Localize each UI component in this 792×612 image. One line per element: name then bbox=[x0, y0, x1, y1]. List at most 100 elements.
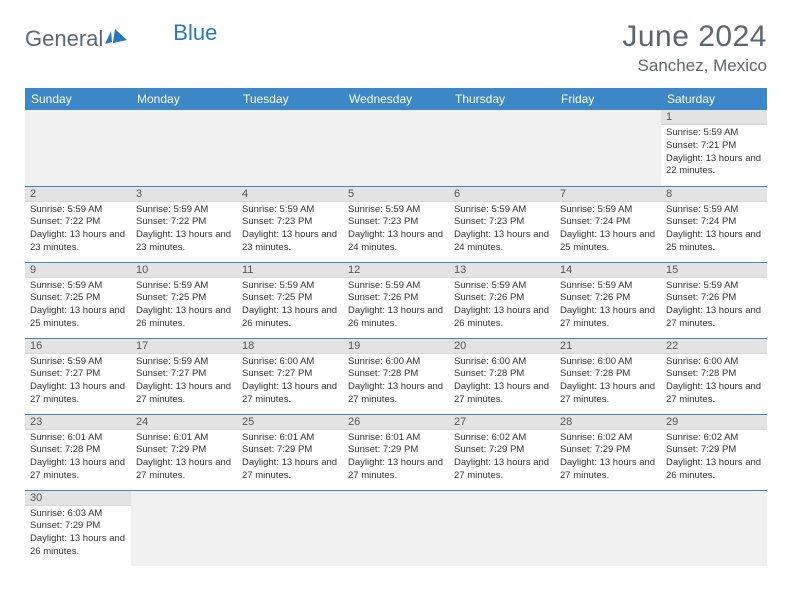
calendar-cell: 25Sunrise: 6:01 AMSunset: 7:29 PMDayligh… bbox=[237, 414, 343, 490]
calendar-cell: 6Sunrise: 5:59 AMSunset: 7:23 PMDaylight… bbox=[449, 186, 555, 262]
logo-text-blue: Blue bbox=[173, 20, 217, 46]
calendar-cell: 1Sunrise: 5:59 AMSunset: 7:21 PMDaylight… bbox=[661, 110, 767, 186]
day-body: Sunrise: 5:59 AMSunset: 7:26 PMDaylight:… bbox=[343, 278, 449, 335]
day-body: Sunrise: 6:02 AMSunset: 7:29 PMDaylight:… bbox=[555, 430, 661, 487]
calendar-cell bbox=[131, 490, 237, 566]
day-body: Sunrise: 5:59 AMSunset: 7:23 PMDaylight:… bbox=[449, 202, 555, 259]
day-number: 9 bbox=[25, 263, 131, 278]
day-number: 14 bbox=[555, 263, 661, 278]
day-number: 29 bbox=[661, 415, 767, 430]
day-body: Sunrise: 5:59 AMSunset: 7:22 PMDaylight:… bbox=[131, 202, 237, 259]
calendar-cell: 11Sunrise: 5:59 AMSunset: 7:25 PMDayligh… bbox=[237, 262, 343, 338]
day-body: Sunrise: 5:59 AMSunset: 7:23 PMDaylight:… bbox=[343, 202, 449, 259]
day-number: 28 bbox=[555, 415, 661, 430]
location: Sanchez, Mexico bbox=[622, 56, 767, 76]
day-body: Sunrise: 5:59 AMSunset: 7:27 PMDaylight:… bbox=[131, 354, 237, 411]
day-number: 8 bbox=[661, 187, 767, 202]
day-body: Sunrise: 5:59 AMSunset: 7:26 PMDaylight:… bbox=[555, 278, 661, 335]
title-block: June 2024 Sanchez, Mexico bbox=[622, 20, 767, 76]
day-body: Sunrise: 6:01 AMSunset: 7:28 PMDaylight:… bbox=[25, 430, 131, 487]
calendar-cell: 20Sunrise: 6:00 AMSunset: 7:28 PMDayligh… bbox=[449, 338, 555, 414]
calendar-cell bbox=[25, 110, 131, 186]
day-body: Sunrise: 5:59 AMSunset: 7:24 PMDaylight:… bbox=[661, 202, 767, 259]
day-number: 16 bbox=[25, 339, 131, 354]
calendar-cell: 27Sunrise: 6:02 AMSunset: 7:29 PMDayligh… bbox=[449, 414, 555, 490]
calendar-cell bbox=[449, 490, 555, 566]
calendar-cell: 8Sunrise: 5:59 AMSunset: 7:24 PMDaylight… bbox=[661, 186, 767, 262]
page-header: General Blue June 2024 Sanchez, Mexico bbox=[25, 20, 767, 76]
day-body: Sunrise: 5:59 AMSunset: 7:22 PMDaylight:… bbox=[25, 202, 131, 259]
calendar-cell: 5Sunrise: 5:59 AMSunset: 7:23 PMDaylight… bbox=[343, 186, 449, 262]
calendar-cell bbox=[449, 110, 555, 186]
weekday-header: Thursday bbox=[449, 88, 555, 110]
day-number: 13 bbox=[449, 263, 555, 278]
day-number: 5 bbox=[343, 187, 449, 202]
calendar-cell bbox=[555, 490, 661, 566]
calendar-cell: 3Sunrise: 5:59 AMSunset: 7:22 PMDaylight… bbox=[131, 186, 237, 262]
calendar-cell: 2Sunrise: 5:59 AMSunset: 7:22 PMDaylight… bbox=[25, 186, 131, 262]
calendar-body: 1Sunrise: 5:59 AMSunset: 7:21 PMDaylight… bbox=[25, 110, 767, 566]
weekday-header: Monday bbox=[131, 88, 237, 110]
calendar-cell: 18Sunrise: 6:00 AMSunset: 7:27 PMDayligh… bbox=[237, 338, 343, 414]
day-number: 12 bbox=[343, 263, 449, 278]
day-number: 6 bbox=[449, 187, 555, 202]
calendar-cell: 24Sunrise: 6:01 AMSunset: 7:29 PMDayligh… bbox=[131, 414, 237, 490]
calendar-cell: 17Sunrise: 5:59 AMSunset: 7:27 PMDayligh… bbox=[131, 338, 237, 414]
day-number: 24 bbox=[131, 415, 237, 430]
day-body: Sunrise: 6:01 AMSunset: 7:29 PMDaylight:… bbox=[343, 430, 449, 487]
weekday-header: Sunday bbox=[25, 88, 131, 110]
calendar-cell: 30Sunrise: 6:03 AMSunset: 7:29 PMDayligh… bbox=[25, 490, 131, 566]
day-body: Sunrise: 5:59 AMSunset: 7:21 PMDaylight:… bbox=[661, 125, 767, 182]
day-body: Sunrise: 5:59 AMSunset: 7:24 PMDaylight:… bbox=[555, 202, 661, 259]
calendar-cell: 13Sunrise: 5:59 AMSunset: 7:26 PMDayligh… bbox=[449, 262, 555, 338]
day-body: Sunrise: 6:00 AMSunset: 7:27 PMDaylight:… bbox=[237, 354, 343, 411]
calendar-cell: 22Sunrise: 6:00 AMSunset: 7:28 PMDayligh… bbox=[661, 338, 767, 414]
logo: General Blue bbox=[25, 20, 217, 52]
calendar-cell: 7Sunrise: 5:59 AMSunset: 7:24 PMDaylight… bbox=[555, 186, 661, 262]
day-body: Sunrise: 6:01 AMSunset: 7:29 PMDaylight:… bbox=[131, 430, 237, 487]
day-number: 19 bbox=[343, 339, 449, 354]
flag-icon bbox=[105, 28, 131, 51]
day-body: Sunrise: 5:59 AMSunset: 7:27 PMDaylight:… bbox=[25, 354, 131, 411]
day-number: 7 bbox=[555, 187, 661, 202]
calendar-cell: 28Sunrise: 6:02 AMSunset: 7:29 PMDayligh… bbox=[555, 414, 661, 490]
day-number: 10 bbox=[131, 263, 237, 278]
day-body: Sunrise: 5:59 AMSunset: 7:26 PMDaylight:… bbox=[449, 278, 555, 335]
month-title: June 2024 bbox=[622, 20, 767, 54]
day-number: 30 bbox=[25, 491, 131, 506]
calendar-table: SundayMondayTuesdayWednesdayThursdayFrid… bbox=[25, 88, 767, 566]
day-body: Sunrise: 5:59 AMSunset: 7:26 PMDaylight:… bbox=[661, 278, 767, 335]
day-body: Sunrise: 6:03 AMSunset: 7:29 PMDaylight:… bbox=[25, 506, 131, 563]
calendar-cell: 10Sunrise: 5:59 AMSunset: 7:25 PMDayligh… bbox=[131, 262, 237, 338]
calendar-cell: 14Sunrise: 5:59 AMSunset: 7:26 PMDayligh… bbox=[555, 262, 661, 338]
day-body: Sunrise: 5:59 AMSunset: 7:25 PMDaylight:… bbox=[237, 278, 343, 335]
calendar-cell bbox=[343, 490, 449, 566]
day-body: Sunrise: 5:59 AMSunset: 7:25 PMDaylight:… bbox=[25, 278, 131, 335]
calendar-cell bbox=[555, 110, 661, 186]
calendar-cell bbox=[661, 490, 767, 566]
day-number: 11 bbox=[237, 263, 343, 278]
weekday-header: Wednesday bbox=[343, 88, 449, 110]
calendar-cell bbox=[131, 110, 237, 186]
logo-text-general: General bbox=[25, 26, 103, 52]
calendar-head: SundayMondayTuesdayWednesdayThursdayFrid… bbox=[25, 88, 767, 110]
calendar-cell bbox=[237, 490, 343, 566]
day-body: Sunrise: 6:01 AMSunset: 7:29 PMDaylight:… bbox=[237, 430, 343, 487]
day-number: 4 bbox=[237, 187, 343, 202]
day-number: 2 bbox=[25, 187, 131, 202]
day-number: 3 bbox=[131, 187, 237, 202]
day-number: 20 bbox=[449, 339, 555, 354]
day-number: 15 bbox=[661, 263, 767, 278]
day-body: Sunrise: 6:00 AMSunset: 7:28 PMDaylight:… bbox=[343, 354, 449, 411]
day-number: 21 bbox=[555, 339, 661, 354]
day-body: Sunrise: 6:02 AMSunset: 7:29 PMDaylight:… bbox=[449, 430, 555, 487]
day-number: 17 bbox=[131, 339, 237, 354]
day-number: 1 bbox=[661, 110, 767, 125]
day-body: Sunrise: 6:00 AMSunset: 7:28 PMDaylight:… bbox=[661, 354, 767, 411]
day-body: Sunrise: 6:00 AMSunset: 7:28 PMDaylight:… bbox=[555, 354, 661, 411]
day-number: 25 bbox=[237, 415, 343, 430]
weekday-header: Friday bbox=[555, 88, 661, 110]
day-body: Sunrise: 5:59 AMSunset: 7:25 PMDaylight:… bbox=[131, 278, 237, 335]
day-number: 22 bbox=[661, 339, 767, 354]
calendar-cell: 9Sunrise: 5:59 AMSunset: 7:25 PMDaylight… bbox=[25, 262, 131, 338]
